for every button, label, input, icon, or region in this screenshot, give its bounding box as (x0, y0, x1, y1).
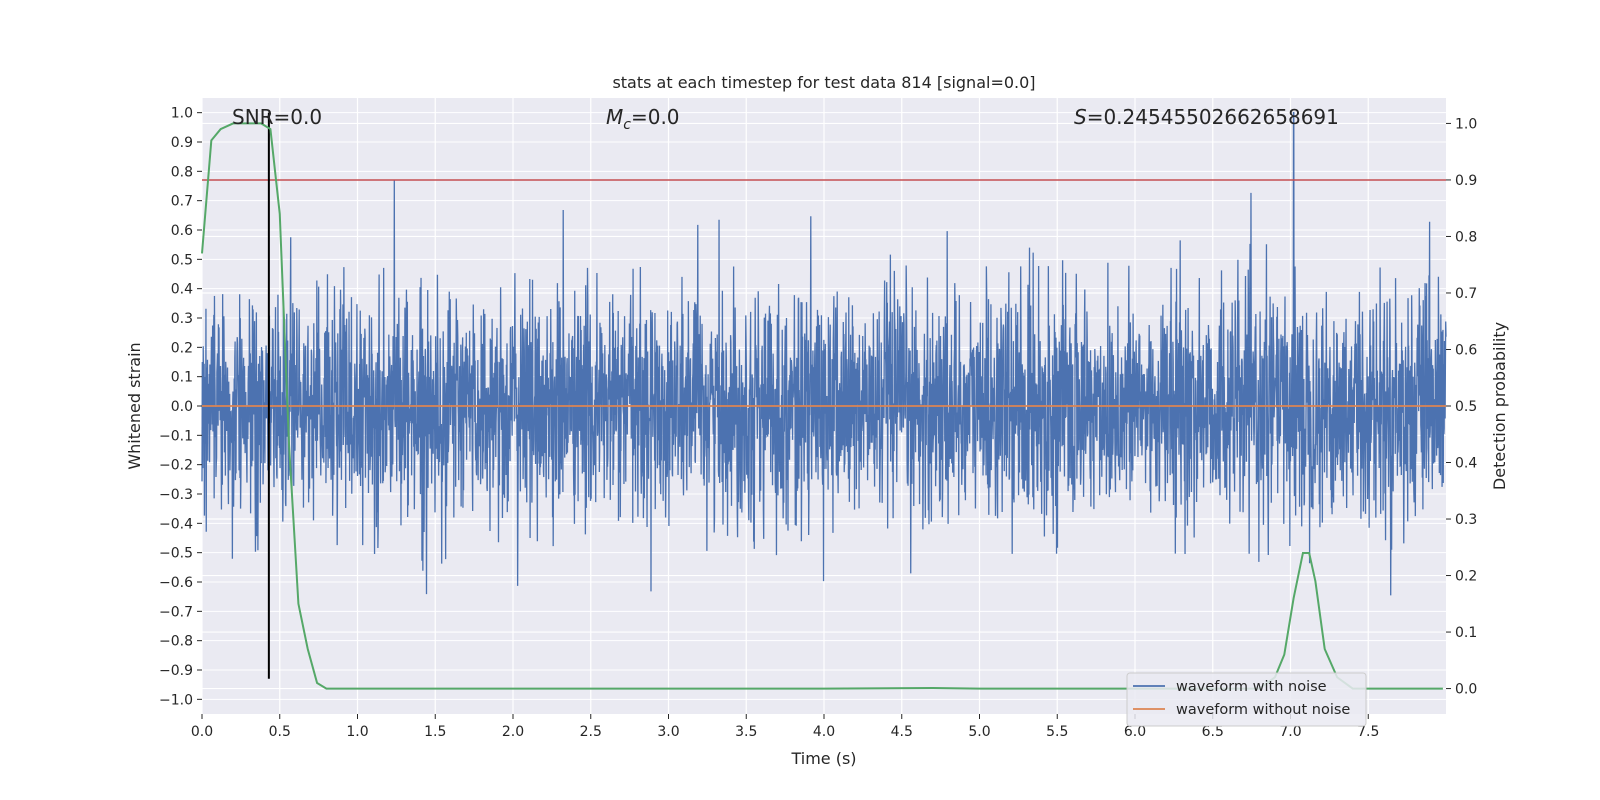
y2-tick-label: 0.4 (1455, 456, 1477, 472)
y-tick-label: 0.6 (171, 223, 193, 239)
y-tick-label: 0.1 (171, 370, 193, 386)
y2-tick-label: 0.9 (1455, 173, 1477, 189)
y2-tick-label: 0.0 (1455, 682, 1477, 698)
y-tick-label: −0.2 (159, 458, 193, 474)
y-tick-label: 0.7 (171, 194, 193, 210)
y-tick-label: 0.2 (171, 340, 193, 356)
y-tick-label: 0.9 (171, 135, 193, 151)
mc-annotation: Mc=0.0 (606, 105, 680, 133)
y-tick-label: 0.8 (171, 164, 193, 180)
x-tick-label: 6.0 (1124, 724, 1146, 740)
y-tick-label: 1.0 (171, 106, 193, 122)
x-tick-label: 6.5 (1202, 724, 1224, 740)
s-value: =0.24545502662658691 (1087, 105, 1339, 129)
x-tick-label: 5.0 (968, 724, 990, 740)
x-tick-label: 1.5 (424, 724, 446, 740)
x-tick-label: 7.5 (1357, 724, 1379, 740)
legend: waveform with noise waveform without noi… (1126, 672, 1367, 727)
y2-axis-label: Detection probability (1490, 322, 1509, 490)
y-tick-label: 0.4 (171, 282, 193, 298)
legend-label-clean: waveform without noise (1176, 702, 1350, 718)
series-waveform-with-noise (201, 112, 1447, 596)
y-tick-label: 0.3 (171, 311, 193, 327)
y2-tick-label: 0.2 (1455, 569, 1477, 585)
y2-tick-label: 0.5 (1455, 399, 1477, 415)
y-tick-label: −0.5 (159, 546, 193, 562)
y2-tick-label: 1.0 (1455, 116, 1477, 132)
snr-annotation: SNR=0.0 (232, 105, 322, 129)
y-tick-label: −0.7 (159, 604, 193, 620)
series-detection-probability (201, 122, 1443, 690)
mc-subscript: c (623, 117, 631, 133)
x-tick-label: 2.0 (502, 724, 524, 740)
y2-tick-label: 0.6 (1455, 342, 1477, 358)
legend-label-noise: waveform with noise (1176, 679, 1327, 695)
y2-tick-label: 0.7 (1455, 286, 1477, 302)
y-tick-label: 0.5 (171, 252, 193, 268)
s-annotation: S=0.24545502662658691 (1074, 105, 1339, 129)
x-tick-label: 7.0 (1279, 724, 1301, 740)
y-tick-label: −0.1 (159, 428, 193, 444)
x-tick-label: 4.0 (813, 724, 835, 740)
y-tick-label: −0.3 (159, 487, 193, 503)
x-tick-label: 3.5 (735, 724, 757, 740)
mc-value: =0.0 (631, 105, 680, 129)
y-tick-label: −0.9 (159, 663, 193, 679)
plot-area (201, 112, 1447, 690)
y2-tick-label: 0.8 (1455, 229, 1477, 245)
x-tick-label: 1.0 (346, 724, 368, 740)
ticks: 0.0 0.5 1.0 1.5 2.0 2.5 3.0 3.5 4.0 4.5 5.0 5.5 6.0 6… (159, 106, 1477, 740)
y-axis-label: Whitened strain (125, 342, 144, 469)
y2-tick-label: 0.1 (1455, 625, 1477, 641)
y-tick-label: 0.0 (171, 399, 193, 415)
y-tick-label: −1.0 (159, 692, 193, 708)
x-tick-label: 4.5 (891, 724, 913, 740)
s-symbol: S (1074, 105, 1087, 129)
x-tick-label: 0.0 (191, 724, 213, 740)
y-tick-label: −0.4 (159, 516, 193, 532)
mc-symbol: M (606, 105, 623, 129)
x-axis-label: Time (s) (790, 749, 856, 768)
y-tick-label: −0.6 (159, 575, 193, 591)
x-tick-label: 5.5 (1046, 724, 1068, 740)
x-tick-label: 3.0 (657, 724, 679, 740)
x-tick-label: 0.5 (269, 724, 291, 740)
legend-box (1126, 672, 1367, 727)
x-tick-label: 2.5 (580, 724, 602, 740)
y2-tick-label: 0.3 (1455, 512, 1477, 528)
y-tick-label: −0.8 (159, 634, 193, 650)
chart-title: stats at each timestep for test data 814… (612, 73, 1035, 92)
